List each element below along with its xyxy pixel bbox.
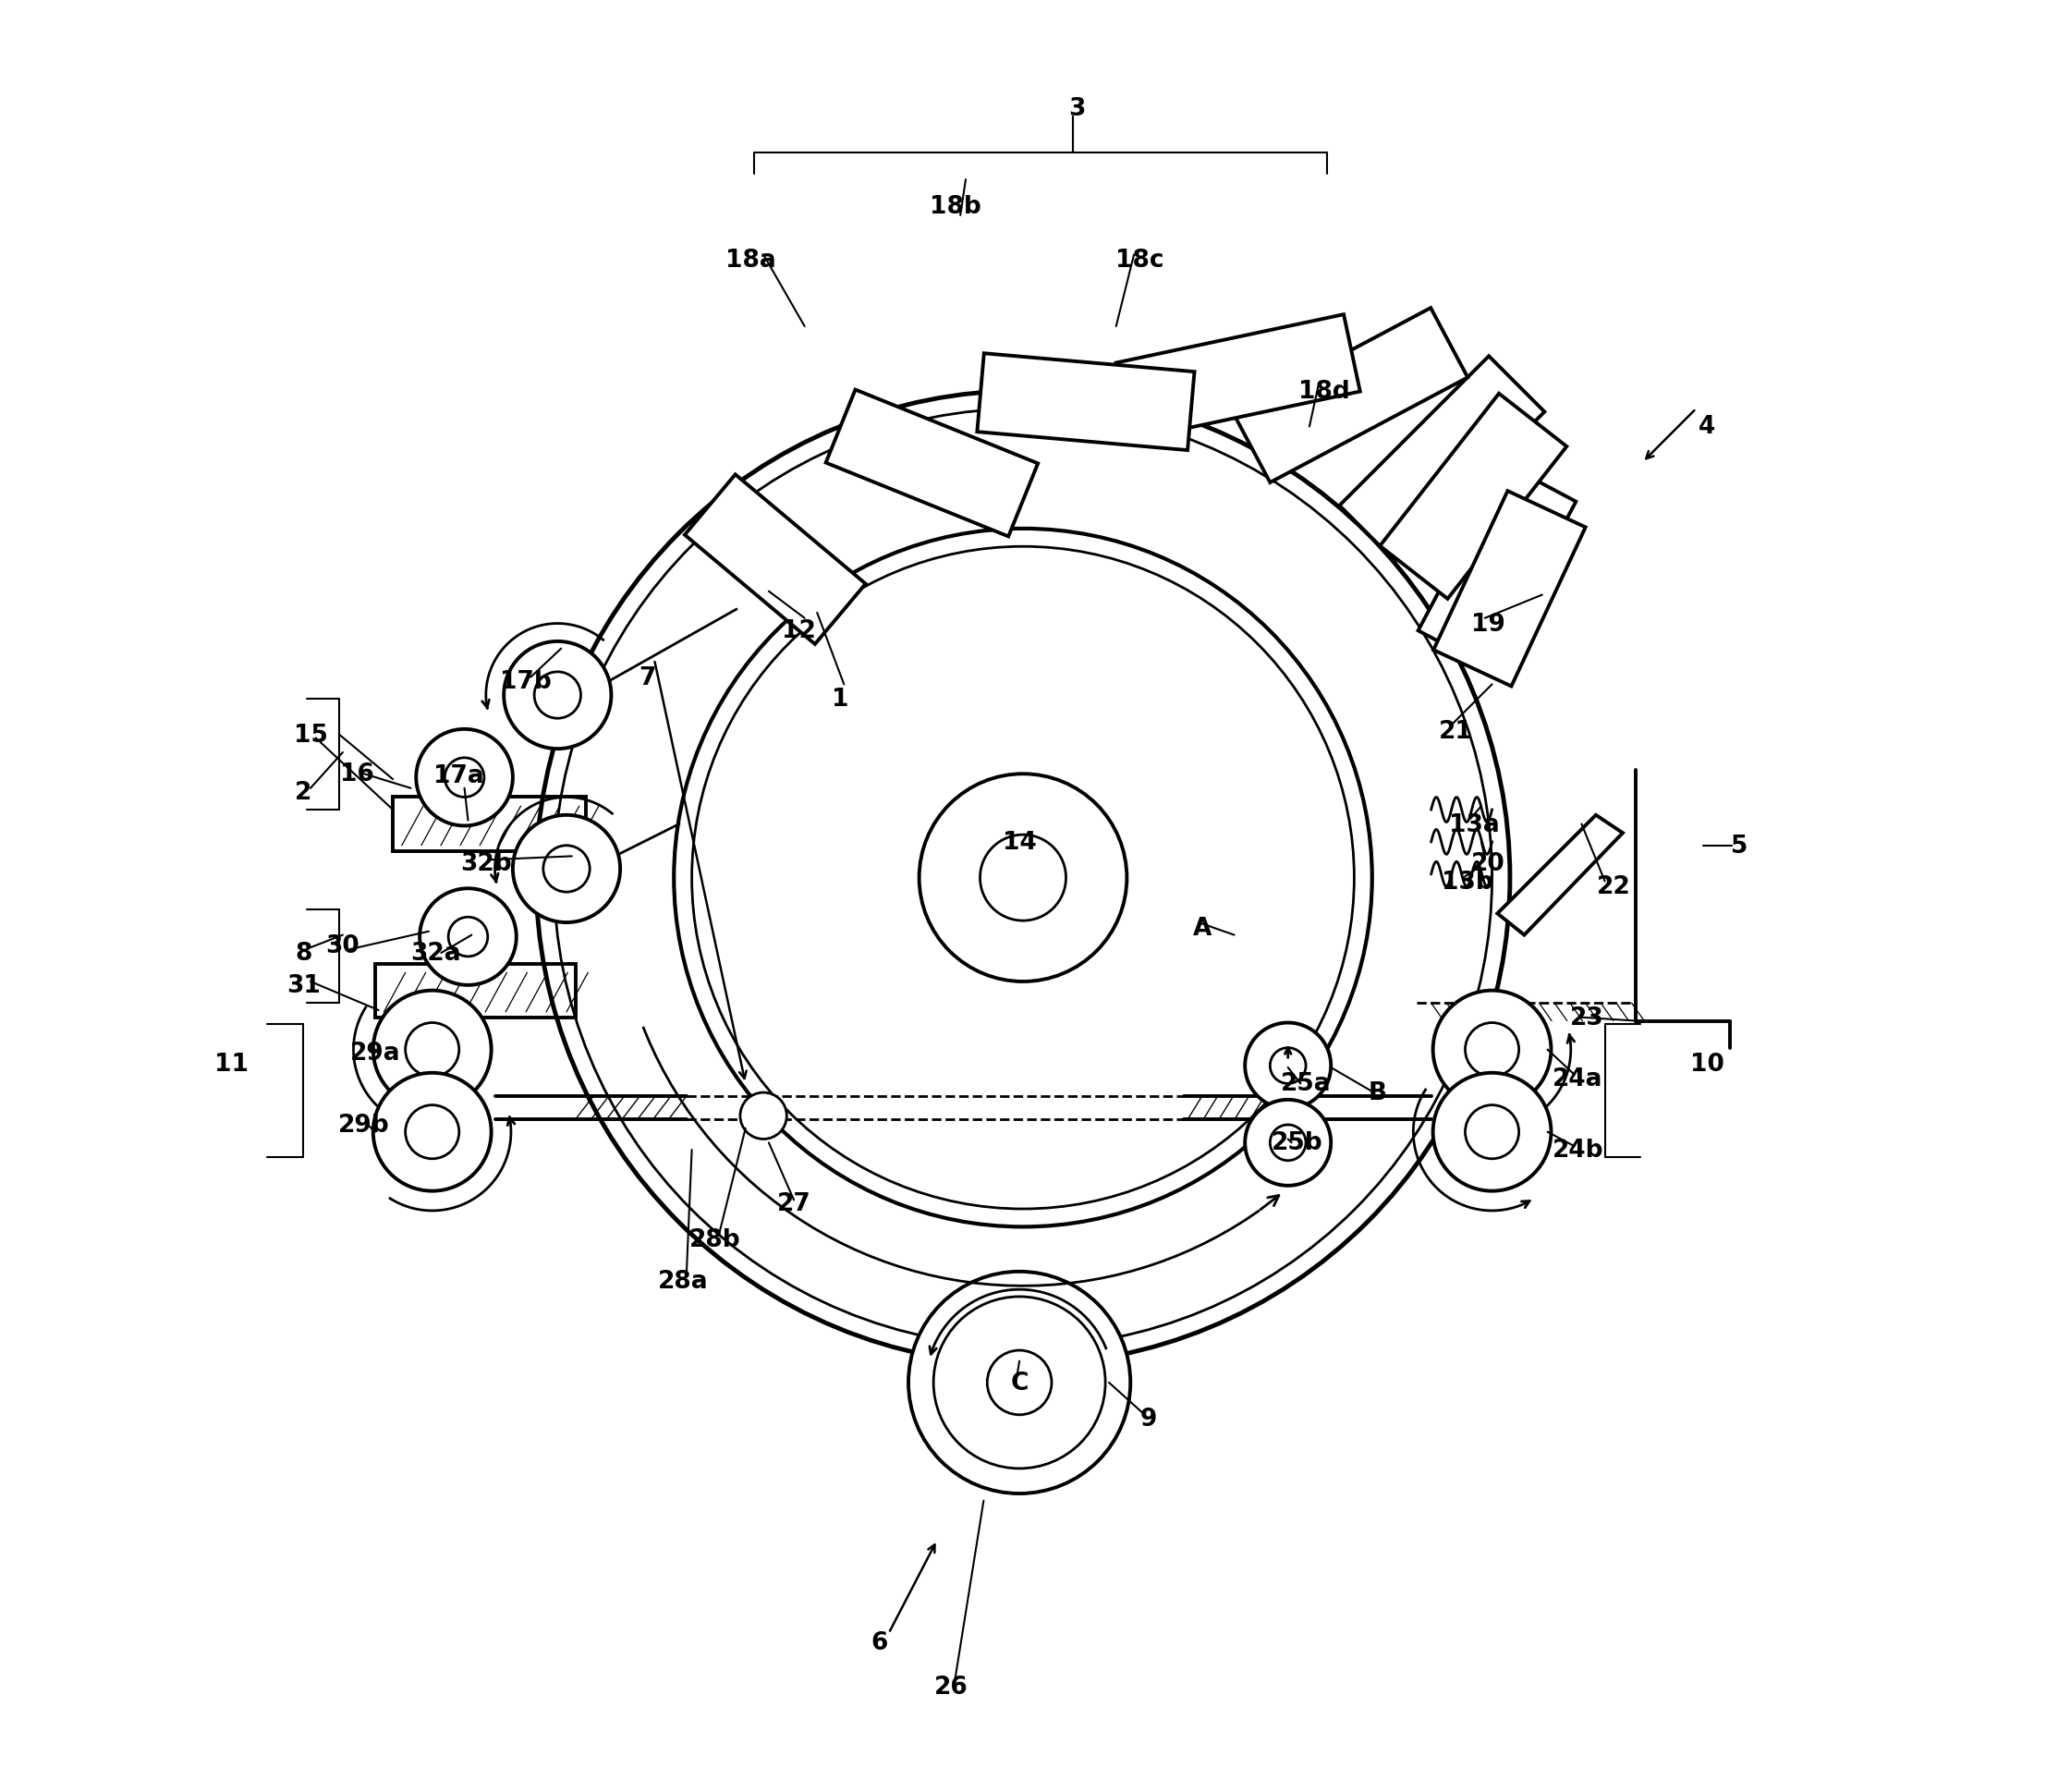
Circle shape <box>419 889 516 986</box>
Bar <box>1115 315 1361 441</box>
Circle shape <box>933 1297 1105 1469</box>
Text: 4: 4 <box>1698 416 1715 439</box>
Text: 24b: 24b <box>1553 1138 1604 1161</box>
Text: 16: 16 <box>340 762 374 787</box>
Circle shape <box>919 774 1127 982</box>
Bar <box>1418 466 1575 668</box>
Circle shape <box>554 409 1492 1348</box>
Text: 29b: 29b <box>338 1113 391 1138</box>
Circle shape <box>1244 1023 1330 1109</box>
Bar <box>1434 491 1586 686</box>
Text: 15: 15 <box>293 722 327 747</box>
Circle shape <box>1271 1048 1305 1084</box>
Text: 17a: 17a <box>434 763 485 788</box>
Text: 20: 20 <box>1471 851 1506 876</box>
Text: A: A <box>1193 916 1211 941</box>
Bar <box>393 797 587 851</box>
Text: 25b: 25b <box>1271 1131 1322 1156</box>
Text: 18c: 18c <box>1115 249 1164 272</box>
Text: 32b: 32b <box>460 851 512 876</box>
Text: 18b: 18b <box>929 195 980 219</box>
Text: 28b: 28b <box>690 1228 741 1251</box>
Text: 18d: 18d <box>1297 380 1350 403</box>
Text: 9: 9 <box>1140 1407 1156 1430</box>
Text: 18a: 18a <box>726 249 775 272</box>
Text: 8: 8 <box>295 941 311 966</box>
Circle shape <box>536 391 1510 1366</box>
Circle shape <box>1465 1023 1518 1077</box>
Text: 23: 23 <box>1569 1005 1604 1030</box>
Text: 10: 10 <box>1690 1052 1725 1077</box>
Circle shape <box>372 1073 491 1192</box>
Text: 5: 5 <box>1731 833 1747 858</box>
Circle shape <box>1244 1100 1330 1186</box>
Text: 19: 19 <box>1471 613 1506 636</box>
Text: 28a: 28a <box>657 1269 708 1292</box>
Text: 25a: 25a <box>1281 1072 1332 1097</box>
Circle shape <box>980 835 1066 921</box>
Circle shape <box>444 758 485 797</box>
Bar <box>1379 394 1567 599</box>
Circle shape <box>514 815 620 923</box>
Circle shape <box>988 1351 1052 1416</box>
Text: 7: 7 <box>638 665 655 690</box>
Text: 6: 6 <box>872 1631 888 1654</box>
Circle shape <box>1271 1125 1305 1161</box>
Text: 30: 30 <box>325 934 360 959</box>
Text: 31: 31 <box>286 973 321 998</box>
Text: 2: 2 <box>295 780 311 805</box>
Circle shape <box>741 1093 788 1140</box>
Bar <box>978 355 1195 452</box>
Text: 3: 3 <box>1068 97 1084 120</box>
Circle shape <box>692 547 1354 1210</box>
Polygon shape <box>1498 815 1622 935</box>
Circle shape <box>544 846 589 892</box>
Text: 29a: 29a <box>350 1041 401 1066</box>
Text: 32a: 32a <box>411 941 460 966</box>
Circle shape <box>503 642 612 749</box>
Circle shape <box>1465 1106 1518 1159</box>
Text: 14: 14 <box>1003 830 1037 855</box>
Text: 21: 21 <box>1438 719 1473 744</box>
Text: 22: 22 <box>1596 874 1631 900</box>
Text: 24a: 24a <box>1553 1066 1604 1091</box>
Bar <box>1234 308 1467 484</box>
Text: 26: 26 <box>935 1676 968 1699</box>
Bar <box>1340 357 1545 561</box>
Bar <box>374 964 575 1018</box>
Circle shape <box>372 991 491 1109</box>
Circle shape <box>405 1023 458 1077</box>
Text: 1: 1 <box>833 686 849 711</box>
Circle shape <box>1432 1073 1551 1192</box>
Text: 17b: 17b <box>499 668 550 694</box>
Bar <box>827 391 1037 538</box>
Circle shape <box>448 918 487 957</box>
Text: 11: 11 <box>215 1052 250 1077</box>
Circle shape <box>534 672 581 719</box>
Text: B: B <box>1369 1081 1387 1106</box>
Circle shape <box>405 1106 458 1159</box>
Text: 13a: 13a <box>1449 812 1500 837</box>
Circle shape <box>673 529 1373 1228</box>
Circle shape <box>908 1272 1129 1495</box>
Bar <box>685 475 865 645</box>
Text: 13b: 13b <box>1440 869 1494 894</box>
Text: 12: 12 <box>782 620 816 643</box>
Text: C: C <box>1011 1371 1029 1394</box>
Circle shape <box>1432 991 1551 1109</box>
Circle shape <box>415 729 514 826</box>
Text: 27: 27 <box>777 1192 810 1215</box>
